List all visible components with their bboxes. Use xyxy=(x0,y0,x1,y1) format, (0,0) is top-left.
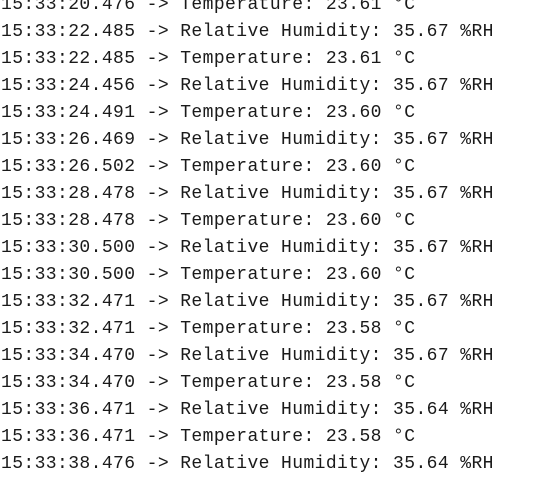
log-line: 15:33:24.491 -> Temperature: 23.60 °C xyxy=(1,103,416,123)
log-line: 15:33:20.476 -> Temperature: 23.61 °C xyxy=(1,0,416,15)
log-line: 15:33:26.502 -> Temperature: 23.60 °C xyxy=(1,157,416,177)
log-line: 15:33:34.470 -> Relative Humidity: 35.67… xyxy=(1,346,494,366)
log-line: 15:33:32.471 -> Relative Humidity: 35.67… xyxy=(1,292,494,312)
log-line: 15:33:34.470 -> Temperature: 23.58 °C xyxy=(1,373,416,393)
log-line: 15:33:26.469 -> Relative Humidity: 35.67… xyxy=(1,130,494,150)
log-line: 15:33:36.471 -> Temperature: 23.58 °C xyxy=(1,427,416,447)
log-line: 15:33:24.456 -> Relative Humidity: 35.67… xyxy=(1,76,494,96)
log-line: 15:33:28.478 -> Temperature: 23.60 °C xyxy=(1,211,416,231)
log-lines: 15:33:20.476 -> Temperature: 23.61 °C 15… xyxy=(1,0,494,478)
log-line: 15:33:22.485 -> Temperature: 23.61 °C xyxy=(1,49,416,69)
log-line: 15:33:28.478 -> Relative Humidity: 35.67… xyxy=(1,184,494,204)
log-line: 15:33:30.500 -> Relative Humidity: 35.67… xyxy=(1,238,494,258)
log-line: 15:33:22.485 -> Relative Humidity: 35.67… xyxy=(1,22,494,42)
log-line: 15:33:30.500 -> Temperature: 23.60 °C xyxy=(1,265,416,285)
log-line: 15:33:38.476 -> Relative Humidity: 35.64… xyxy=(1,454,494,474)
log-line: 15:33:36.471 -> Relative Humidity: 35.64… xyxy=(1,400,494,420)
log-line: 15:33:32.471 -> Temperature: 23.58 °C xyxy=(1,319,416,339)
